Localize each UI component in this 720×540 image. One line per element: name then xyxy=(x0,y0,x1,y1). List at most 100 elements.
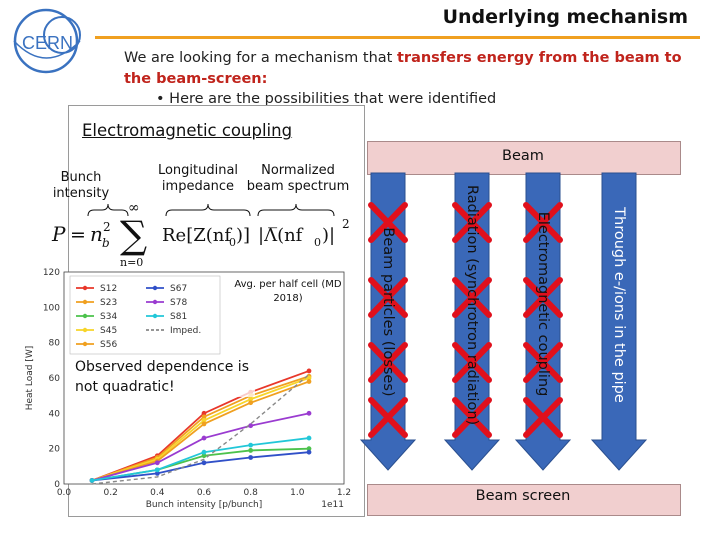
y-axis-label: Heat Load [W] xyxy=(25,346,35,411)
arrow-em-coupling xyxy=(514,172,572,471)
x-axis-multiplier: 1e11 xyxy=(321,500,344,510)
y-tick-label: 80 xyxy=(49,339,61,349)
y-tick-label: 100 xyxy=(43,303,60,313)
slide-title: Underlying mechanism xyxy=(442,6,688,28)
svg-text:)]: )] xyxy=(236,225,250,246)
legend-marker xyxy=(82,285,88,291)
intro-bullet: • Here are the possibilities that were i… xyxy=(156,91,497,107)
data-point xyxy=(248,455,254,460)
legend-marker xyxy=(152,299,158,305)
cross-mark xyxy=(368,202,408,243)
arrow-label-pipe: Through e-/ions in the pipe xyxy=(611,207,627,403)
x-tick-label: 0.8 xyxy=(244,488,259,498)
y-tick-label: 20 xyxy=(49,445,61,455)
intro-plain: We are looking for a mechanism that xyxy=(124,50,397,66)
legend-label: S34 xyxy=(100,312,117,322)
arrow-label-radiation: Radiation (synchrotron radiation) xyxy=(464,185,480,426)
chart-legend: S12 S23 S34 S45 S56 S67 S78 S81 Imped. xyxy=(69,275,221,355)
data-point xyxy=(201,435,207,441)
svg-text:n=0: n=0 xyxy=(120,256,143,269)
arrow-label-em-coupling: Electromagnetic coupling xyxy=(535,211,551,397)
beam-box xyxy=(367,141,681,175)
data-point xyxy=(306,375,312,381)
bunch-brace xyxy=(87,203,129,217)
svg-text:0: 0 xyxy=(229,236,236,249)
legend-label: S12 xyxy=(100,284,117,294)
legend-label: S23 xyxy=(100,298,117,308)
svg-text:CERN: CERN xyxy=(22,33,73,53)
arrow-losses xyxy=(359,172,417,471)
svg-text:2: 2 xyxy=(342,217,350,231)
observed-note: Observed dependence is not quadratic! xyxy=(75,357,255,397)
arrow-radiation xyxy=(443,172,501,471)
y-tick-label: 60 xyxy=(49,374,61,384)
cross-mark xyxy=(523,342,563,383)
svg-text:=: = xyxy=(70,224,86,246)
series-line-imped xyxy=(91,373,310,485)
y-tick-label: 120 xyxy=(43,268,60,278)
data-point xyxy=(89,478,95,483)
bunch-intensity-label: Bunch intensity xyxy=(52,170,110,201)
data-point xyxy=(248,423,254,429)
beam-screen-box xyxy=(367,484,681,516)
data-point xyxy=(154,467,160,473)
avg-note: Avg. per half cell (MD 2018) xyxy=(234,279,342,304)
legend-marker xyxy=(82,313,88,319)
cross-mark xyxy=(452,342,492,383)
cross-mark xyxy=(452,277,492,318)
data-point xyxy=(306,446,312,452)
data-point xyxy=(201,453,207,459)
beam-label: Beam xyxy=(502,148,544,164)
svg-text:0: 0 xyxy=(314,236,321,249)
y-tick-label: 40 xyxy=(49,409,61,419)
legend-label: S81 xyxy=(170,312,187,322)
impedance-brace xyxy=(165,203,251,217)
chart-series xyxy=(89,368,312,485)
legend-marker xyxy=(82,327,88,333)
cross-mark xyxy=(523,202,563,243)
svg-text:)|: )| xyxy=(322,225,335,246)
cross-mark xyxy=(368,277,408,318)
data-point xyxy=(248,442,254,448)
spectrum-brace xyxy=(257,203,335,217)
svg-text:2: 2 xyxy=(103,220,111,234)
cross-mark xyxy=(368,397,408,438)
legend-label: S67 xyxy=(170,284,187,294)
x-tick-label: 1.2 xyxy=(337,488,351,498)
intro-text: We are looking for a mechanism that tran… xyxy=(124,48,694,90)
cross-mark xyxy=(368,342,408,383)
svg-text:∞: ∞ xyxy=(128,200,140,216)
svg-text:Re[Z(nf: Re[Z(nf xyxy=(162,225,232,246)
legend-marker xyxy=(152,313,158,319)
data-point xyxy=(306,435,312,441)
beam-screen-label: Beam screen xyxy=(475,488,571,504)
legend-label: S56 xyxy=(100,340,117,350)
svg-text:∑: ∑ xyxy=(120,213,147,257)
arrow-pipe xyxy=(590,172,648,471)
data-point xyxy=(201,414,207,420)
x-tick-label: 1.0 xyxy=(290,488,305,498)
x-tick-label: 0.6 xyxy=(197,488,212,498)
data-point xyxy=(306,379,312,384)
data-point xyxy=(248,396,254,402)
x-axis-label: Bunch intensity [p/bunch] xyxy=(146,500,263,510)
x-tick-label: 0.2 xyxy=(104,488,118,498)
cross-mark xyxy=(452,202,492,243)
svg-text:b: b xyxy=(102,236,110,250)
cross-mark xyxy=(523,277,563,318)
svg-text:P: P xyxy=(51,222,66,246)
title-divider xyxy=(95,36,700,39)
intro-highlight: transfers energy from the beam to the be… xyxy=(124,50,682,87)
svg-text:n: n xyxy=(90,222,103,246)
longitudinal-impedance-label: Longitudinal impedance xyxy=(157,163,239,194)
x-tick-label: 0.0 xyxy=(57,488,72,498)
cross-mark xyxy=(452,397,492,438)
data-point xyxy=(154,460,160,466)
legend-label: Imped. xyxy=(170,326,201,336)
svg-text:|Λ̅(nf: |Λ̅(nf xyxy=(258,225,304,246)
y-tick-label: 0 xyxy=(54,480,60,490)
legend-label: S45 xyxy=(100,326,117,336)
data-point xyxy=(201,449,207,455)
legend-marker xyxy=(82,341,88,347)
